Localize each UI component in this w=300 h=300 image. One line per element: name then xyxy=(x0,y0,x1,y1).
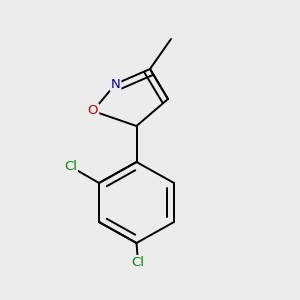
Text: Cl: Cl xyxy=(64,160,77,173)
Text: O: O xyxy=(88,104,98,118)
Text: N: N xyxy=(111,77,120,91)
Text: Cl: Cl xyxy=(131,256,145,269)
